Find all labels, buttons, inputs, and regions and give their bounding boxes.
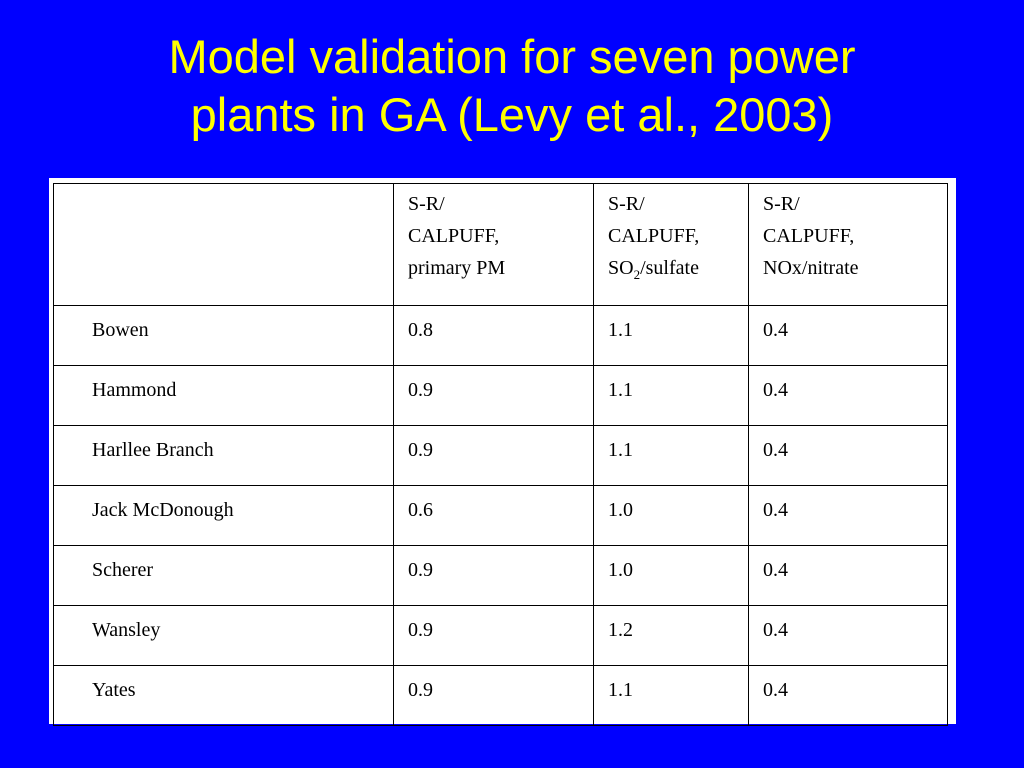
table-row: Yates 0.9 1.1 0.4	[53, 665, 948, 726]
nox-nitrate-cell: 0.4	[748, 605, 948, 666]
header-text-line: S-R/	[763, 193, 800, 215]
table-row: Bowen 0.8 1.1 0.4	[53, 305, 948, 366]
table-header-row: S-R/ CALPUFF, primary PM S-R/ CALPUFF, S…	[53, 183, 948, 306]
primary-pm-cell: 0.9	[393, 545, 594, 606]
plant-name-cell: Yates	[53, 665, 394, 726]
nox-nitrate-cell: 0.4	[748, 425, 948, 486]
table-row: Wansley 0.9 1.2 0.4	[53, 605, 948, 666]
header-so2-sulfate: S-R/ CALPUFF, SO2/sulfate	[593, 183, 749, 306]
nox-nitrate-cell: 0.4	[748, 545, 948, 606]
title-line-2: plants in GA (Levy et al., 2003)	[190, 88, 834, 141]
so2-sulfate-cell: 1.1	[593, 305, 749, 366]
so2-sulfate-cell: 1.0	[593, 485, 749, 546]
primary-pm-cell: 0.9	[393, 665, 594, 726]
header-text-line: primary PM	[408, 257, 506, 279]
header-text-line: S-R/	[608, 193, 645, 215]
so2-sulfate-cell: 1.2	[593, 605, 749, 666]
sulfate-text: /sulfate	[640, 257, 699, 279]
subscript-2: 2	[633, 267, 641, 282]
header-text-line: CALPUFF,	[408, 225, 500, 247]
header-primary-pm: S-R/ CALPUFF, primary PM	[393, 183, 594, 306]
validation-table: S-R/ CALPUFF, primary PM S-R/ CALPUFF, S…	[53, 183, 948, 726]
primary-pm-cell: 0.9	[393, 605, 594, 666]
header-text-line: CALPUFF,	[763, 225, 855, 247]
primary-pm-cell: 0.9	[393, 365, 594, 426]
slide-title: Model validation for seven power plants …	[0, 28, 1024, 144]
primary-pm-cell: 0.6	[393, 485, 594, 546]
plant-name-cell: Wansley	[53, 605, 394, 666]
so2-sulfate-cell: 1.1	[593, 365, 749, 426]
plant-name-cell: Jack McDonough	[53, 485, 394, 546]
nox-nitrate-cell: 0.4	[748, 365, 948, 426]
plant-name-cell: Bowen	[53, 305, 394, 366]
so2-sulfate-cell: 1.0	[593, 545, 749, 606]
nox-nitrate-cell: 0.4	[748, 665, 948, 726]
nox-nitrate-cell: 0.4	[748, 305, 948, 366]
header-text-line: CALPUFF,	[608, 225, 700, 247]
table-row: Hammond 0.9 1.1 0.4	[53, 365, 948, 426]
table-row: Scherer 0.9 1.0 0.4	[53, 545, 948, 606]
header-text-line: NOx/nitrate	[763, 257, 859, 279]
table-row: Jack McDonough 0.6 1.0 0.4	[53, 485, 948, 546]
plant-name-cell: Scherer	[53, 545, 394, 606]
plant-name-cell: Harllee Branch	[53, 425, 394, 486]
primary-pm-cell: 0.9	[393, 425, 594, 486]
table-container: S-R/ CALPUFF, primary PM S-R/ CALPUFF, S…	[49, 178, 956, 726]
title-line-1: Model validation for seven power	[168, 30, 856, 83]
plant-name-cell: Hammond	[53, 365, 394, 426]
nox-nitrate-cell: 0.4	[748, 485, 948, 546]
table-row: Harllee Branch 0.9 1.1 0.4	[53, 425, 948, 486]
so-text: SO	[608, 257, 634, 279]
so2-sulfate-cell: 1.1	[593, 425, 749, 486]
header-text-line: S-R/	[408, 193, 445, 215]
header-nox-nitrate: S-R/ CALPUFF, NOx/nitrate	[748, 183, 948, 306]
so2-sulfate-cell: 1.1	[593, 665, 749, 726]
primary-pm-cell: 0.8	[393, 305, 594, 366]
header-blank-cell	[53, 183, 394, 306]
header-text-line: SO2/sulfate	[608, 252, 738, 284]
